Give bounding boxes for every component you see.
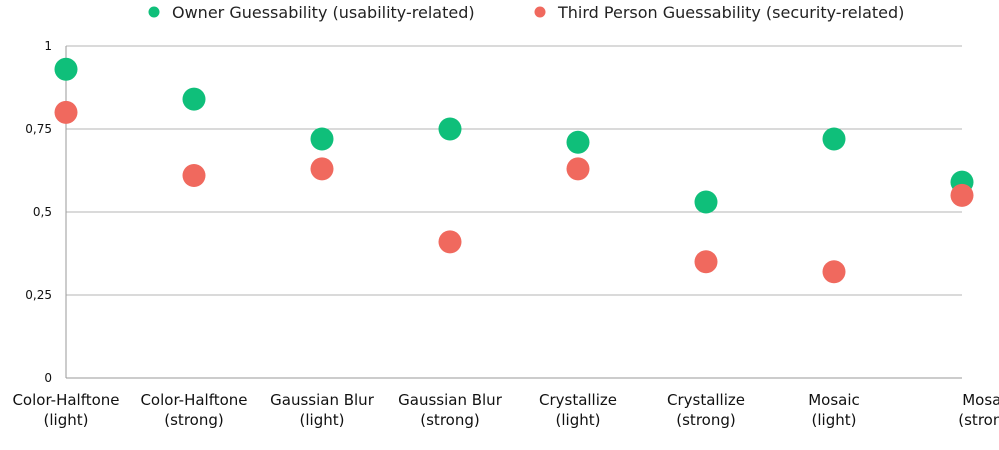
x-category-label: Mosaic (light) — [808, 391, 860, 429]
third-person-guessability-point — [822, 260, 846, 284]
third-person-guessability-point — [694, 250, 718, 274]
owner-guessability-point — [438, 117, 462, 141]
owner-guessability-point — [182, 87, 206, 111]
third-person-guessability-point — [54, 100, 78, 124]
owner-guessability-point — [822, 127, 846, 151]
owner-guessability-point — [310, 127, 334, 151]
x-category-label: Gaussian Blur (light) — [270, 391, 375, 429]
third-person-guessability-point — [566, 157, 590, 181]
third-person-guessability-point — [950, 183, 974, 207]
y-tick-label: 0,5 — [33, 205, 52, 219]
x-category-label: Mosaic(strong) — [958, 391, 999, 429]
legend-label: Owner Guessability (usability-related) — [172, 3, 475, 22]
legend: Owner Guessability (usability-related) Th… — [148, 3, 904, 22]
data-points — [54, 57, 974, 284]
x-category-label: Crystallize (strong) — [667, 391, 745, 429]
owner-guessability-point — [54, 57, 78, 81]
third-person-guessability-point — [310, 157, 334, 181]
x-category-label: Color-Halftone (strong) — [140, 391, 247, 429]
legend-marker — [534, 6, 546, 18]
legend-label: Third Person Guessability (security-rela… — [557, 3, 904, 22]
y-axis-ticks: 0 0,25 0,5 0,75 1 — [25, 39, 52, 385]
owner-guessability-point — [566, 130, 590, 154]
x-axis-categories: Color-Halftone (light) Color-Halftone (stro… — [12, 391, 999, 429]
x-category-label: Color-Halftone (light) — [12, 391, 119, 429]
y-tick-label: 0,25 — [25, 288, 52, 302]
y-tick-label: 0,75 — [25, 122, 52, 136]
y-tick-label: 0 — [44, 371, 52, 385]
legend-marker — [148, 6, 160, 18]
x-category-label: Crystallize (light) — [539, 391, 617, 429]
y-tick-label: 1 — [44, 39, 52, 53]
third-person-guessability-point — [182, 163, 206, 187]
owner-guessability-point — [694, 190, 718, 214]
third-person-guessability-point — [438, 230, 462, 254]
x-category-label: Gaussian Blur (strong) — [398, 391, 503, 429]
